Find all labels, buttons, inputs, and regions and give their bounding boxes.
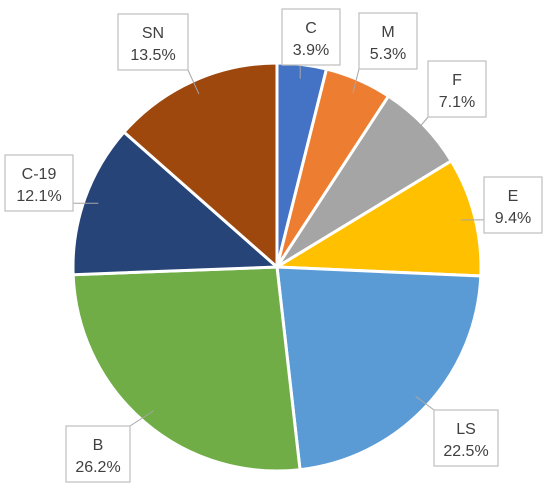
data-callouts: C 3.9% M 5.3% F 7.1% E 9.4% LS 22.5% B 26.2% C-19 12.… <box>4 8 543 483</box>
slice-category-label: LS <box>456 421 476 438</box>
slice-value-label: 7.1% <box>439 94 475 111</box>
slice-value-label: 9.4% <box>495 210 531 227</box>
slice-value-label: 12.1% <box>16 188 61 205</box>
callout-box <box>4 154 74 212</box>
slice-category-label: C <box>305 20 317 37</box>
callout-box <box>433 409 499 467</box>
callout-box <box>117 13 189 71</box>
pie-slice-c-19 <box>71 129 281 277</box>
data-label-callout: E 9.4% <box>483 176 543 234</box>
pie-slices <box>71 61 483 473</box>
slice-category-label: F <box>452 72 462 89</box>
pie-slice-b <box>71 265 302 473</box>
data-label-callout: C-19 12.1% <box>4 154 74 212</box>
data-label-callout: M 5.3% <box>358 12 418 70</box>
callout-box <box>65 425 131 483</box>
slice-category-label: M <box>381 24 394 41</box>
slice-value-label: 3.9% <box>293 42 329 59</box>
callout-box <box>427 60 487 118</box>
callout-box <box>358 12 418 70</box>
data-label-callout: C 3.9% <box>281 8 341 66</box>
slice-value-label: 13.5% <box>130 47 175 64</box>
data-label-callout: B 26.2% <box>65 425 131 483</box>
slice-category-label: E <box>508 188 519 205</box>
callout-box <box>483 176 543 234</box>
slice-value-label: 26.2% <box>75 459 120 476</box>
leader-line <box>412 116 429 136</box>
leader-line <box>415 396 435 411</box>
leader-line <box>129 410 154 427</box>
slice-value-label: 22.5% <box>443 443 488 460</box>
callout-box <box>281 8 341 66</box>
leader-line <box>352 68 360 94</box>
data-label-callout: LS 22.5% <box>433 409 499 467</box>
pie-slice-ls <box>275 265 483 472</box>
data-label-callout: F 7.1% <box>427 60 487 118</box>
data-label-callout: SN 13.5% <box>117 13 189 71</box>
slice-category-label: B <box>93 437 104 454</box>
slice-category-label: C-19 <box>22 166 57 183</box>
leader-line <box>187 69 200 95</box>
slice-value-label: 5.3% <box>370 46 406 63</box>
slice-category-label: SN <box>142 25 164 42</box>
pie-slice-e <box>272 158 483 278</box>
